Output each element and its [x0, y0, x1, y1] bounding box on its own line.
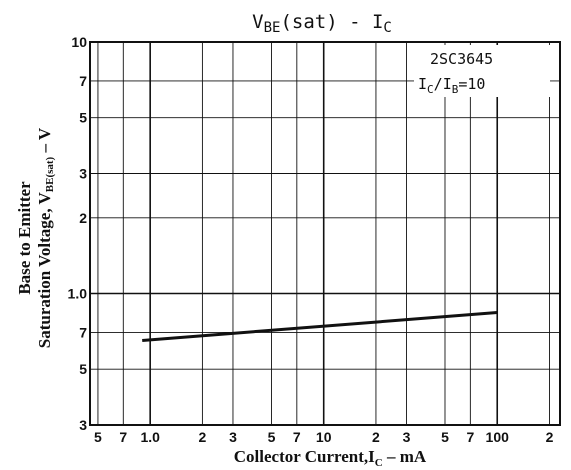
y-tick-label: 3	[79, 166, 87, 182]
x-tick-label: 2	[199, 429, 207, 445]
x-tick-label: 1.0	[140, 429, 160, 445]
plot-frame	[89, 41, 561, 426]
y-tick-labels: 3 5 7 1.0 2 3 5 7 10	[68, 34, 88, 433]
x-tick-label: 2	[546, 429, 554, 445]
y-tick-label: 5	[79, 110, 87, 126]
y-axis-label-line2: Saturation Voltage, VBE(sat) – V	[35, 127, 56, 348]
x-axis-label: Collector Current,IC – mA	[234, 447, 427, 469]
series-layer	[142, 311, 498, 342]
x-tick-label: 10	[316, 429, 332, 445]
y-tick-label: 7	[79, 324, 87, 340]
y-tick-label: 1.0	[68, 285, 88, 301]
x-tick-labels: 5 7 1.0 2 3 5 7 10 2 3 5 7 100 2	[94, 429, 554, 445]
x-tick-label: 7	[466, 429, 474, 445]
test-condition: IC/IB=10	[418, 75, 485, 96]
x-tick-label: 7	[119, 429, 127, 445]
part-number: 2SC3645	[430, 50, 493, 68]
x-tick-label: 2	[372, 429, 380, 445]
x-tick-label: 7	[293, 429, 301, 445]
grid-lines	[90, 41, 560, 426]
y-tick-label: 7	[79, 73, 87, 89]
x-tick-label: 5	[268, 429, 276, 445]
y-tick-label: 5	[79, 361, 87, 377]
y-tick-label: 3	[79, 417, 87, 433]
series-line	[142, 311, 498, 342]
x-tick-label: 5	[441, 429, 449, 445]
y-axis-label: Base to Emitter Saturation Voltage, VBE(…	[15, 127, 56, 348]
y-tick-label: 10	[71, 34, 87, 50]
chart-title: VBE(sat) - IC	[252, 11, 392, 36]
x-tick-label: 3	[229, 429, 237, 445]
x-tick-label: 3	[403, 429, 411, 445]
condition-annotation: 2SC3645 IC/IB=10	[414, 45, 550, 97]
y-tick-label: 2	[79, 210, 87, 226]
x-tick-label: 5	[94, 429, 102, 445]
y-axis-label-line1: Base to Emitter	[15, 181, 34, 295]
x-tick-label: 100	[486, 429, 510, 445]
